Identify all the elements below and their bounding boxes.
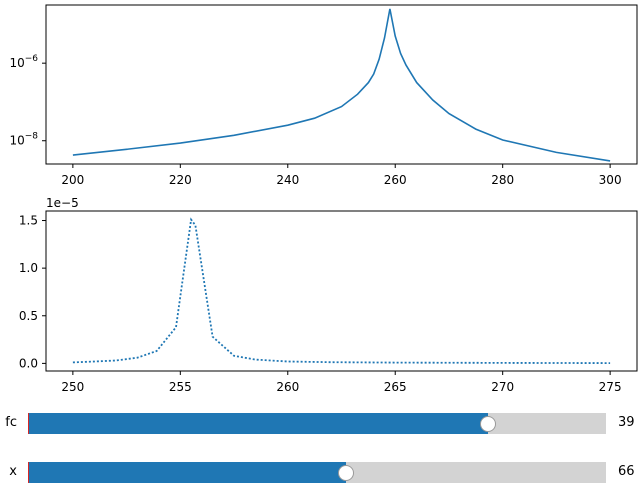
bottom-x-tick-label: 250 — [61, 380, 84, 394]
top-plot-frame — [45, 4, 638, 165]
top-y-tick-exponent: −8 — [25, 132, 39, 142]
bottom-x-tick-label: 255 — [169, 380, 192, 394]
top-x-tick-label: 200 — [61, 173, 84, 187]
slider-fc-fill — [28, 413, 489, 434]
bottom-x-tick-label: 275 — [599, 380, 622, 394]
slider-fc-label: fc — [5, 415, 17, 430]
bottom-y-tick-label: 0.0 — [19, 356, 38, 370]
top-y-tick-base: 10 — [9, 56, 24, 70]
slider-x-label: x — [9, 464, 17, 479]
slider-fc-handle[interactable] — [480, 416, 497, 432]
bottom-y-tick-label: 0.5 — [19, 309, 38, 323]
bottom-x-tick-label: 260 — [276, 380, 299, 394]
slider-x-track[interactable] — [28, 462, 606, 483]
slider-fc-track[interactable] — [28, 413, 606, 434]
slider-x-handle[interactable] — [337, 465, 354, 481]
top-y-tick-label: 10−8 — [9, 132, 38, 148]
top-plot-series-line — [72, 8, 611, 162]
bottom-y-tick-label: 1.5 — [19, 214, 38, 228]
slider-fc: fc 39 — [0, 413, 640, 435]
slider-fc-value: 39 — [618, 415, 635, 430]
top-log-plot: 200 220 240 260 280 300 10−610−8 — [9, 4, 638, 187]
top-x-tick-label: 300 — [599, 173, 622, 187]
top-x-tick-label: 280 — [491, 173, 514, 187]
top-y-tick-base: 10 — [9, 134, 24, 148]
slider-x-value: 66 — [618, 464, 635, 479]
bottom-x-tick-label: 265 — [384, 380, 407, 394]
top-y-tick-label: 10−6 — [9, 54, 38, 70]
bottom-plot-series-line — [72, 217, 611, 364]
bottom-plot-offset-text: 1e−5 — [46, 196, 79, 210]
bottom-x-tick-label: 270 — [491, 380, 514, 394]
bottom-plot-frame — [45, 210, 638, 372]
figure: 200 220 240 260 280 300 10−610−8 1e−5 250 255 2… — [9, 4, 638, 394]
top-x-tick-label: 260 — [384, 173, 407, 187]
top-y-tick-exponent: −6 — [25, 54, 39, 64]
top-x-tick-label: 240 — [276, 173, 299, 187]
bottom-y-tick-label: 1.0 — [19, 261, 38, 275]
slider-fc-initial-marker — [28, 413, 29, 434]
slider-x-initial-marker — [28, 462, 29, 483]
bottom-linear-plot: 1e−5 250 255 260 265 270 275 0.0 0.5 1.0 1.5 — [19, 196, 638, 394]
slider-x: x 66 — [0, 462, 640, 484]
slider-x-fill — [28, 462, 346, 483]
top-x-tick-label: 220 — [169, 173, 192, 187]
